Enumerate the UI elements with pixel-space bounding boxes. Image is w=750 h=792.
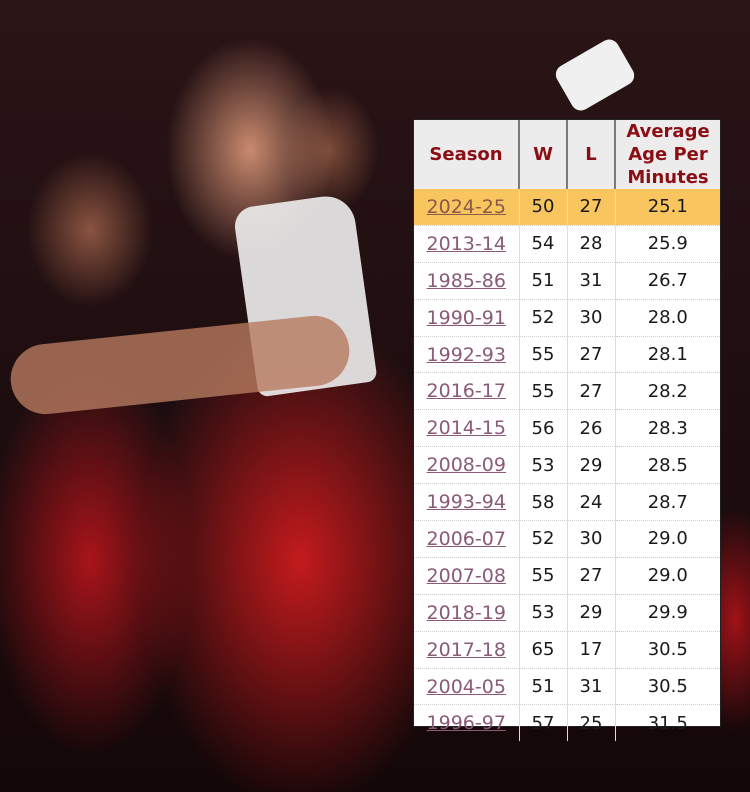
season-link[interactable]: 2013-14 — [414, 224, 520, 263]
average-age-cell: 30.5 — [615, 630, 720, 669]
stats-table: Season W L Average Age Per Minutes 2024-… — [413, 119, 721, 742]
wins-cell: 55 — [519, 372, 568, 410]
season-link[interactable]: 2018-19 — [414, 593, 520, 632]
season-link[interactable]: 2007-08 — [414, 556, 520, 595]
average-age-cell: 28.2 — [615, 372, 720, 410]
losses-cell: 29 — [567, 593, 616, 632]
table-row: 1990-91 52 30 28.0 — [414, 298, 720, 337]
table-row: 2017-18 65 17 30.5 — [414, 630, 720, 669]
header-losses: L — [567, 120, 616, 189]
table-row: 2024-25 50 27 25.1 — [414, 189, 720, 226]
losses-cell: 24 — [567, 483, 616, 521]
wins-cell: 53 — [519, 593, 568, 632]
wins-cell: 56 — [519, 409, 568, 447]
average-age-cell: 30.5 — [615, 667, 720, 705]
average-age-cell: 29.9 — [615, 593, 720, 632]
header-average-age: Average Age Per Minutes — [615, 120, 720, 189]
season-link[interactable]: 2024-25 — [414, 189, 520, 226]
losses-cell: 17 — [567, 630, 616, 669]
wins-cell: 58 — [519, 483, 568, 521]
table-row: 2016-17 55 27 28.2 — [414, 372, 720, 410]
table-row: 1992-93 55 27 28.1 — [414, 335, 720, 373]
table-row: 2004-05 51 31 30.5 — [414, 667, 720, 705]
season-link[interactable]: 2017-18 — [414, 630, 520, 669]
table-header-row: Season W L Average Age Per Minutes — [414, 120, 720, 189]
table-row: 2013-14 54 28 25.9 — [414, 224, 720, 263]
table-row: 1993-94 58 24 28.7 — [414, 483, 720, 521]
wins-cell: 65 — [519, 630, 568, 669]
average-age-cell: 28.0 — [615, 298, 720, 337]
average-age-cell: 31.5 — [615, 704, 720, 742]
season-link[interactable]: 1996-97 — [414, 704, 520, 742]
losses-cell: 30 — [567, 298, 616, 337]
losses-cell: 27 — [567, 335, 616, 373]
wins-cell: 54 — [519, 224, 568, 263]
average-age-cell: 28.1 — [615, 335, 720, 373]
average-age-cell: 28.7 — [615, 483, 720, 521]
losses-cell: 25 — [567, 704, 616, 742]
wins-cell: 57 — [519, 704, 568, 742]
table-row: 2014-15 56 26 28.3 — [414, 409, 720, 447]
losses-cell: 29 — [567, 446, 616, 484]
average-age-cell: 28.5 — [615, 446, 720, 484]
table-row: 1996-97 57 25 31.5 — [414, 704, 720, 742]
wins-cell: 51 — [519, 261, 568, 300]
season-link[interactable]: 2014-15 — [414, 409, 520, 447]
average-age-cell: 25.9 — [615, 224, 720, 263]
wins-cell: 52 — [519, 298, 568, 337]
wins-cell: 50 — [519, 189, 568, 226]
average-age-cell: 29.0 — [615, 556, 720, 595]
table-row: 2008-09 53 29 28.5 — [414, 446, 720, 484]
season-link[interactable]: 1990-91 — [414, 298, 520, 337]
wins-cell: 55 — [519, 335, 568, 373]
losses-cell: 31 — [567, 261, 616, 300]
losses-cell: 26 — [567, 409, 616, 447]
losses-cell: 27 — [567, 372, 616, 410]
wins-cell: 53 — [519, 446, 568, 484]
season-link[interactable]: 1992-93 — [414, 335, 520, 373]
season-link[interactable]: 1985-86 — [414, 261, 520, 300]
losses-cell: 31 — [567, 667, 616, 705]
table-row: 2018-19 53 29 29.9 — [414, 593, 720, 632]
average-age-cell: 28.3 — [615, 409, 720, 447]
season-link[interactable]: 1993-94 — [414, 483, 520, 521]
header-season: Season — [414, 120, 520, 189]
wins-cell: 55 — [519, 556, 568, 595]
losses-cell: 27 — [567, 189, 616, 226]
table-row: 2006-07 52 30 29.0 — [414, 520, 720, 558]
season-link[interactable]: 2016-17 — [414, 372, 520, 410]
table-row: 1985-86 51 31 26.7 — [414, 261, 720, 300]
losses-cell: 28 — [567, 224, 616, 263]
average-age-cell: 25.1 — [615, 189, 720, 226]
losses-cell: 30 — [567, 520, 616, 558]
average-age-cell: 29.0 — [615, 520, 720, 558]
season-link[interactable]: 2006-07 — [414, 520, 520, 558]
season-link[interactable]: 2008-09 — [414, 446, 520, 484]
wins-cell: 52 — [519, 520, 568, 558]
table-row: 2007-08 55 27 29.0 — [414, 556, 720, 595]
season-link[interactable]: 2004-05 — [414, 667, 520, 705]
average-age-cell: 26.7 — [615, 261, 720, 300]
losses-cell: 27 — [567, 556, 616, 595]
wins-cell: 51 — [519, 667, 568, 705]
header-wins: W — [519, 120, 568, 189]
